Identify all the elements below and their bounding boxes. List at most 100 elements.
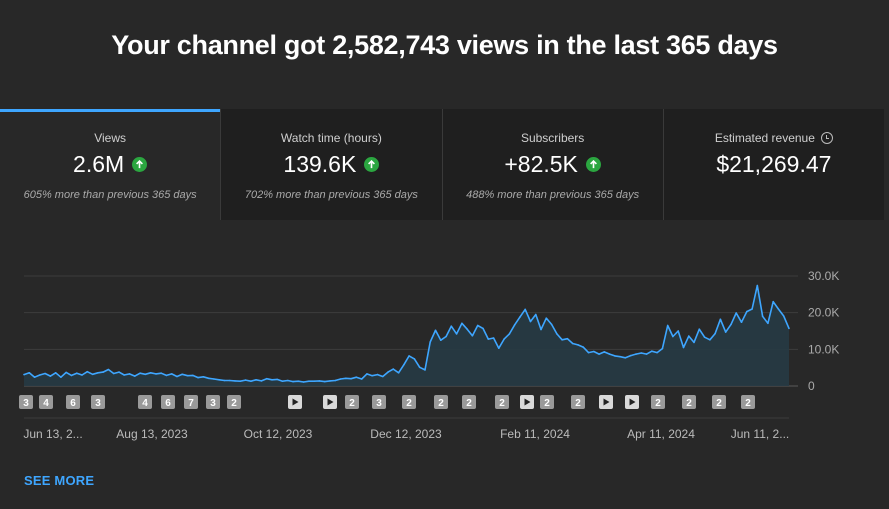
views-line <box>23 284 790 383</box>
marker-count: 2 <box>655 398 661 409</box>
video-marker-play[interactable] <box>599 395 613 409</box>
data-point <box>487 338 490 340</box>
data-point <box>698 328 701 330</box>
play-icon <box>524 398 531 406</box>
data-point <box>229 379 231 382</box>
data-point <box>392 368 395 370</box>
video-marker-count[interactable]: 2 <box>540 395 554 409</box>
card-value-text: $21,269.47 <box>716 151 832 177</box>
data-point <box>661 347 664 350</box>
clock-icon[interactable] <box>820 132 833 144</box>
video-marker-count[interactable]: 6 <box>161 395 175 409</box>
marker-box <box>91 395 105 409</box>
video-marker-count[interactable]: 2 <box>651 395 665 409</box>
marker-box <box>39 395 53 409</box>
x-tick-label: Aug 13, 2023 <box>116 427 188 441</box>
data-point <box>482 327 484 330</box>
data-point <box>276 378 279 381</box>
video-marker-play[interactable] <box>520 395 534 409</box>
video-marker-count[interactable]: 2 <box>495 395 509 409</box>
data-point <box>550 323 553 326</box>
data-point <box>382 375 384 378</box>
video-marker-count[interactable]: 2 <box>571 395 585 409</box>
data-point <box>213 378 215 380</box>
data-point <box>39 374 41 376</box>
video-marker-count[interactable]: 2 <box>345 395 359 409</box>
video-marker-play[interactable] <box>288 395 302 409</box>
card-comparison: 702% more than previous 365 days <box>244 189 418 201</box>
card-value-text: 2.6M <box>73 151 125 177</box>
data-point <box>54 372 57 374</box>
page-title: Your channel got 2,582,743 views in the … <box>111 30 778 60</box>
data-point <box>693 341 695 344</box>
video-marker-count[interactable]: 7 <box>184 395 198 409</box>
data-point <box>118 371 120 373</box>
card-label-text: Estimated revenue <box>714 131 815 145</box>
marker-box <box>402 395 416 409</box>
card-estimated-revenue[interactable]: Estimated revenue $21,269.47 <box>663 109 884 220</box>
data-point <box>297 380 300 382</box>
arrow-up-icon <box>364 157 380 172</box>
video-marker-count[interactable]: 3 <box>372 395 386 409</box>
video-marker-count[interactable]: 2 <box>682 395 696 409</box>
marker-count: 6 <box>165 398 171 409</box>
video-marker-count[interactable]: 2 <box>402 395 416 409</box>
views-chart[interactable]: 30.0K 20.0K 10.0K 0 3 4 6 3 4 6 7 3 2 2 3 2 2 2 2 2 2 2 2 2 2 Jun… <box>0 262 889 452</box>
data-point <box>677 330 679 332</box>
data-point <box>571 342 574 345</box>
video-marker-count[interactable]: 2 <box>434 395 448 409</box>
marker-count: 6 <box>70 398 76 409</box>
video-marker-count[interactable]: 3 <box>19 395 33 409</box>
video-marker-count[interactable]: 2 <box>227 395 241 409</box>
card-value: 139.6K <box>283 151 380 178</box>
data-point <box>461 322 463 325</box>
marker-count: 4 <box>43 398 49 409</box>
marker-count: 3 <box>95 398 101 409</box>
data-point <box>170 373 173 375</box>
data-point <box>371 374 374 377</box>
data-point <box>614 355 616 357</box>
card-subscribers[interactable]: Subscribers +82.5K 488% more than previo… <box>442 109 664 220</box>
data-point <box>139 372 141 374</box>
card-value: $21,269.47 <box>716 151 831 178</box>
video-marker-count[interactable]: 3 <box>206 395 220 409</box>
data-point <box>709 339 711 341</box>
video-marker-count[interactable]: 4 <box>39 395 53 409</box>
data-point <box>598 353 600 355</box>
marker-box <box>741 395 755 409</box>
card-label: Watch time (hours) <box>281 131 382 145</box>
data-point <box>202 376 205 378</box>
video-marker-count[interactable]: 4 <box>138 395 152 409</box>
video-marker-count[interactable]: 2 <box>741 395 755 409</box>
video-marker-count[interactable]: 6 <box>66 395 80 409</box>
marker-count: 3 <box>376 398 382 409</box>
data-point <box>582 346 584 348</box>
marker-box <box>372 395 386 409</box>
x-tick-label: Dec 12, 2023 <box>370 427 442 441</box>
data-point <box>719 318 722 321</box>
video-marker-count[interactable]: 3 <box>91 395 105 409</box>
data-point <box>418 366 421 369</box>
marker-box <box>540 395 554 409</box>
data-point <box>44 372 46 375</box>
data-point <box>287 379 289 382</box>
card-views[interactable]: Views 2.6M 605% more than previous 365 d… <box>0 109 222 220</box>
data-point <box>329 380 331 382</box>
video-marker-play[interactable] <box>323 395 337 409</box>
data-point <box>714 332 716 335</box>
video-marker-play[interactable] <box>625 395 639 409</box>
y-tick-label: 30.0K <box>808 269 839 283</box>
marker-box <box>19 395 33 409</box>
video-marker-count[interactable]: 2 <box>462 395 476 409</box>
see-more-link[interactable]: SEE MORE <box>24 473 95 488</box>
card-watch-time[interactable]: Watch time (hours) 139.6K 702% more than… <box>221 109 443 220</box>
marker-count: 2 <box>406 398 412 409</box>
video-marker-count[interactable]: 2 <box>712 395 726 409</box>
card-comparison: 488% more than previous 365 days <box>466 189 640 201</box>
data-point <box>561 339 563 341</box>
marker-box <box>571 395 585 409</box>
data-point <box>593 350 595 353</box>
marker-count: 2 <box>745 398 751 409</box>
data-point <box>429 341 432 343</box>
data-point <box>123 374 125 376</box>
